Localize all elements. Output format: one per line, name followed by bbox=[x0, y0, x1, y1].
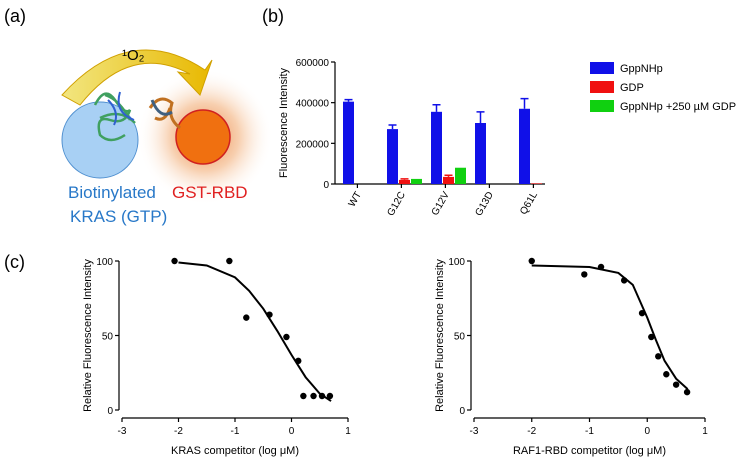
point bbox=[295, 357, 302, 365]
x-tick-label: G12C bbox=[385, 190, 408, 218]
error-bar bbox=[444, 174, 453, 177]
panel-label: (b) bbox=[262, 6, 284, 26]
x-tick-label: WT bbox=[347, 190, 364, 209]
x-axis-label: RAF1-RBD competitor (log μM) bbox=[513, 445, 666, 457]
x-tick-label: -3 bbox=[118, 426, 127, 437]
x-axis-label: KRAS competitor (log μM) bbox=[171, 445, 299, 457]
point bbox=[171, 257, 178, 265]
point bbox=[310, 392, 317, 400]
bar bbox=[343, 101, 354, 184]
x-tick-label: 0 bbox=[289, 426, 295, 437]
fit-curve bbox=[531, 264, 689, 390]
bar bbox=[475, 123, 486, 184]
error-bar bbox=[388, 124, 397, 130]
legend-swatch bbox=[590, 81, 614, 93]
panel-label: (c) bbox=[4, 252, 25, 272]
legend-label: GDP bbox=[620, 82, 644, 94]
legend-label: GppNHp +250 µM GDP bbox=[620, 101, 736, 113]
y-tick-label: 0 bbox=[459, 406, 465, 417]
point bbox=[226, 257, 233, 265]
bar bbox=[431, 111, 442, 184]
error-bar bbox=[400, 178, 409, 180]
y-axis-label: Relative Fluorescence Intensity bbox=[82, 259, 94, 412]
point bbox=[528, 257, 535, 265]
x-tick-label: G13D bbox=[473, 190, 496, 218]
point bbox=[638, 309, 646, 317]
schematic: ¹O₂ Biotinylated KRAS (GTP) GST-RBD bbox=[61, 47, 273, 226]
y-axis-label: Fluorescence Intensity bbox=[278, 67, 290, 178]
x-tick-label: 1 bbox=[345, 426, 351, 437]
error-bar bbox=[476, 111, 485, 123]
point bbox=[655, 353, 662, 360]
point bbox=[620, 277, 628, 284]
x-tick-label: G12V bbox=[430, 190, 452, 218]
legend-swatch bbox=[590, 100, 614, 112]
x-tick-label: -1 bbox=[231, 426, 240, 437]
bar bbox=[443, 176, 454, 184]
point bbox=[243, 314, 250, 321]
panel-label: (a) bbox=[4, 6, 26, 26]
error-bar bbox=[520, 97, 529, 109]
y-axis-label: Relative Fluorescence Intensity bbox=[434, 259, 446, 412]
y-tick-label: 100 bbox=[448, 257, 465, 268]
fit-curve bbox=[178, 261, 332, 402]
legend-label: GppNHp bbox=[620, 63, 663, 75]
error-bar bbox=[432, 103, 441, 112]
y-tick-label: 600000 bbox=[296, 58, 330, 69]
bar bbox=[411, 178, 422, 184]
x-tick-label: -3 bbox=[470, 426, 479, 437]
y-tick-label: 200000 bbox=[296, 139, 330, 150]
y-tick-label: 100 bbox=[96, 257, 113, 268]
bead-label: Biotinylated bbox=[68, 183, 156, 202]
point bbox=[283, 333, 290, 341]
y-tick-label: 50 bbox=[102, 332, 114, 343]
point bbox=[266, 311, 273, 318]
protein bbox=[150, 99, 173, 116]
error-bar bbox=[344, 98, 353, 102]
y-tick-label: 0 bbox=[323, 180, 329, 191]
point bbox=[672, 381, 680, 388]
x-tick-label: -2 bbox=[527, 426, 536, 437]
bar bbox=[399, 179, 410, 184]
legend-swatch bbox=[590, 62, 614, 74]
singlet-oxygen: ¹O₂ bbox=[122, 47, 145, 64]
acceptor-bead bbox=[175, 109, 231, 165]
protein bbox=[107, 91, 135, 126]
x-tick-label: 1 bbox=[702, 426, 708, 437]
x-tick-label: Q61L bbox=[518, 190, 540, 217]
bead-label: KRAS (GTP) bbox=[70, 207, 167, 226]
x-tick-label: -1 bbox=[585, 426, 594, 437]
bar bbox=[455, 167, 466, 184]
bead-label: GST-RBD bbox=[172, 183, 248, 202]
point bbox=[581, 271, 588, 278]
y-tick-label: 400000 bbox=[296, 99, 330, 110]
y-tick-label: 50 bbox=[454, 332, 466, 343]
point bbox=[648, 333, 655, 341]
arrow bbox=[61, 49, 213, 106]
point bbox=[318, 392, 326, 400]
point bbox=[300, 392, 307, 400]
bar bbox=[387, 129, 398, 184]
point bbox=[326, 392, 334, 400]
x-tick-label: -2 bbox=[174, 426, 183, 437]
protein bbox=[148, 97, 181, 130]
point bbox=[597, 263, 605, 271]
point bbox=[663, 371, 670, 378]
y-tick-label: 0 bbox=[107, 406, 113, 417]
point bbox=[683, 388, 691, 396]
bar bbox=[519, 108, 530, 184]
x-tick-label: 0 bbox=[644, 426, 650, 437]
bar bbox=[531, 183, 542, 184]
